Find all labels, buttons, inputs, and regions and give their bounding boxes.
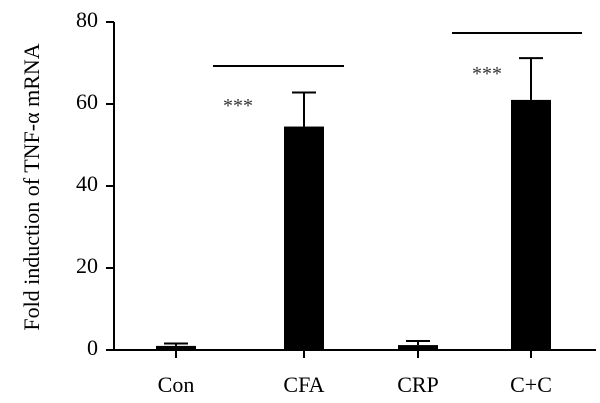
error-bars bbox=[164, 57, 543, 346]
y-axis-ticks: 0 20 40 60 80 bbox=[76, 7, 114, 360]
bar-c-c bbox=[511, 99, 551, 351]
significance-stars: *** bbox=[472, 63, 502, 85]
x-axis-ticks: Con CFA CRP C+C bbox=[158, 350, 552, 397]
x-tick-label: CFA bbox=[283, 372, 324, 397]
y-tick-label: 60 bbox=[76, 89, 98, 114]
y-tick-label: 80 bbox=[76, 7, 98, 32]
x-tick-label: C+C bbox=[510, 372, 552, 397]
y-tick-label: 20 bbox=[76, 253, 98, 278]
bar-cfa bbox=[284, 126, 324, 350]
bar-con bbox=[156, 345, 196, 350]
bars bbox=[156, 99, 551, 351]
significance-stars: *** bbox=[223, 95, 253, 117]
x-tick-label: CRP bbox=[397, 372, 439, 397]
bar-crp bbox=[398, 345, 438, 350]
y-axis-label-group: Fold induction of TNF-α mRNA bbox=[19, 43, 44, 330]
significance-annotations: *** *** bbox=[213, 32, 582, 117]
x-tick-label: Con bbox=[158, 372, 195, 397]
y-tick-label: 0 bbox=[87, 335, 98, 360]
y-axis-label: Fold induction of TNF-α mRNA bbox=[19, 43, 44, 330]
y-tick-label: 40 bbox=[76, 171, 98, 196]
